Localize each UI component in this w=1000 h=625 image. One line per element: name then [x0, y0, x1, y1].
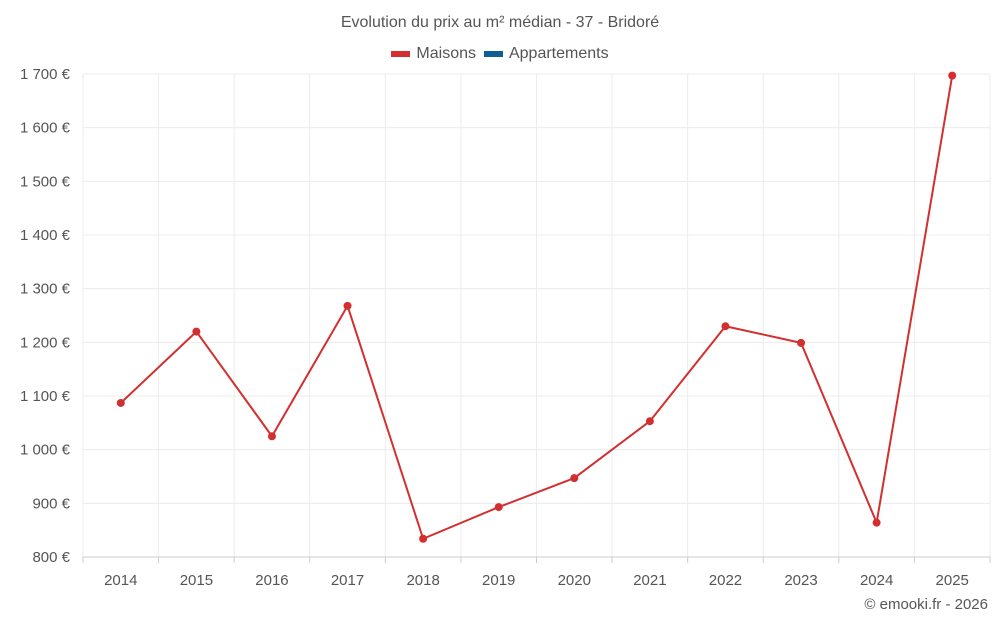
- y-tick-label: 900 €: [32, 495, 70, 512]
- credit-text: © emooki.fr - 2026: [864, 596, 988, 613]
- y-tick-label: 1 100 €: [20, 388, 71, 405]
- chart-title: Evolution du prix au m² médian - 37 - Br…: [340, 14, 660, 31]
- legend-swatch-appartements: [483, 51, 503, 57]
- y-tick-label: 1 400 €: [20, 227, 71, 244]
- x-tick-label: 2022: [709, 572, 742, 589]
- x-tick-label: 2020: [558, 572, 591, 589]
- x-tick-label: 2024: [860, 572, 893, 589]
- x-tick-label: 2014: [104, 572, 137, 589]
- data-point[interactable]: [721, 322, 730, 331]
- grid: [82, 73, 991, 558]
- y-tick-label: 800 €: [32, 549, 70, 566]
- data-point[interactable]: [343, 301, 352, 310]
- axes: [82, 556, 991, 563]
- series-line-maisons: [120, 75, 954, 540]
- x-tick-label: 2021: [633, 572, 666, 589]
- data-point[interactable]: [494, 503, 503, 512]
- legend: Maisons Appartements: [0, 45, 1000, 63]
- legend-label-maisons: Maisons: [416, 45, 476, 62]
- x-tick-label: 2015: [180, 572, 213, 589]
- legend-item-appartements[interactable]: Appartements: [483, 45, 609, 63]
- y-tick-label: 1 600 €: [20, 120, 71, 137]
- legend-item-maisons[interactable]: Maisons: [391, 45, 476, 63]
- data-point[interactable]: [948, 71, 957, 80]
- y-tick-label: 1 500 €: [20, 173, 71, 190]
- x-tick-label: 2016: [255, 572, 288, 589]
- data-point[interactable]: [797, 338, 806, 347]
- data-point[interactable]: [872, 518, 881, 527]
- data-point[interactable]: [116, 398, 125, 407]
- y-tick-label: 1 700 €: [20, 66, 71, 83]
- legend-label-appartements: Appartements: [508, 45, 609, 62]
- legend-swatch-maisons: [391, 51, 411, 57]
- data-point[interactable]: [419, 534, 428, 543]
- x-tick-label: 2017: [331, 572, 364, 589]
- y-tick-label: 1 200 €: [20, 334, 71, 351]
- y-tick-label: 1 000 €: [20, 442, 71, 459]
- data-point[interactable]: [570, 474, 579, 483]
- data-point[interactable]: [192, 327, 201, 336]
- x-tick-label: 2023: [784, 572, 817, 589]
- x-tick-label: 2019: [482, 572, 515, 589]
- data-point[interactable]: [645, 417, 654, 426]
- data-point[interactable]: [267, 432, 276, 441]
- y-tick-label: 1 300 €: [20, 281, 71, 298]
- x-tick-label: 2018: [406, 572, 439, 589]
- y-axis-ticks: 800 € 900 € 1 000 € 1 100 € 1 200 € 1 300 € 1 …: [20, 66, 71, 566]
- x-tick-label: 2025: [936, 572, 969, 589]
- x-axis-ticks: 2014 2015 2016 2017 2018 2019 2020 2021 2022 2023…: [104, 572, 969, 589]
- series: [116, 71, 957, 543]
